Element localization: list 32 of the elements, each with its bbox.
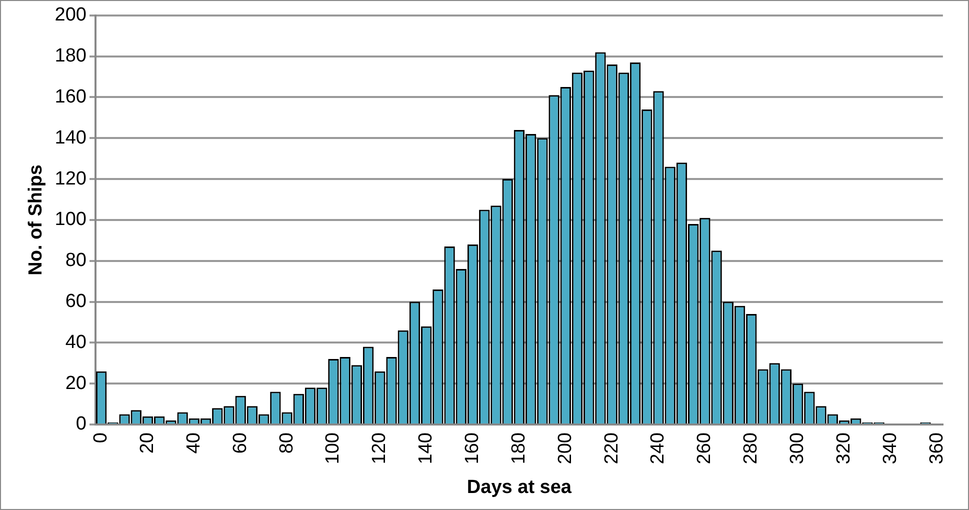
y-tick-label: 160 <box>54 86 86 108</box>
x-tick-label: 260 <box>694 432 716 464</box>
y-tick-label: 100 <box>54 209 86 230</box>
x-tick-label: 220 <box>601 432 622 464</box>
x-tick-label: 140 <box>416 432 437 464</box>
x-tick-label: 240 <box>648 432 669 464</box>
y-tick-label: 40 <box>65 332 86 353</box>
x-tick-label: 360 <box>926 432 948 464</box>
x-tick-label: 20 <box>136 432 158 454</box>
x-tick-label: 80 <box>276 432 298 454</box>
x-tick-label: 280 <box>740 432 762 464</box>
y-tick-label: 140 <box>54 127 86 148</box>
y-tick-label: 20 <box>65 372 86 394</box>
x-tick-label: 60 <box>230 432 251 454</box>
x-tick-label: 320 <box>833 432 854 464</box>
y-axis-title: No. of Ships <box>26 164 47 276</box>
x-tick-label: 120 <box>369 432 390 464</box>
y-tick-label: 60 <box>65 291 86 312</box>
y-tick-label: 0 <box>76 414 86 435</box>
y-tick-label: 80 <box>65 250 86 272</box>
x-tick-label: 200 <box>554 432 576 464</box>
x-tick-label: 0 <box>90 432 112 444</box>
y-tick-label: 120 <box>54 168 86 190</box>
x-tick-label: 100 <box>322 432 344 464</box>
y-tick-label: 200 <box>54 4 86 26</box>
x-tick-label: 180 <box>508 432 530 464</box>
x-tick-label: 40 <box>183 432 204 454</box>
x-tick-label: 340 <box>880 432 901 464</box>
x-tick-label: 160 <box>462 432 484 464</box>
y-tick-label: 180 <box>54 46 86 67</box>
x-tick-label: 300 <box>787 432 808 464</box>
x-axis-title: Days at sea <box>466 476 572 498</box>
